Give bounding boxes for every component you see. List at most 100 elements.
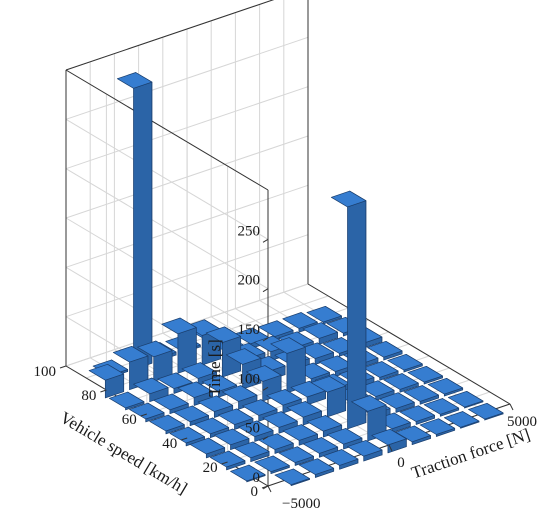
y-tick-label: 20 — [203, 460, 218, 476]
bar-top — [193, 417, 230, 435]
bar-top — [238, 420, 274, 437]
bar — [359, 380, 395, 401]
bar-top — [447, 390, 484, 408]
bar — [129, 402, 165, 423]
bar-top — [282, 424, 318, 441]
bar — [443, 411, 480, 429]
bar-top — [189, 437, 226, 455]
y-tick-mark — [100, 389, 107, 393]
bar — [298, 458, 335, 478]
bar-top — [282, 312, 318, 329]
bar — [407, 365, 443, 385]
bar-top — [213, 428, 250, 446]
bar-front — [347, 200, 367, 430]
bar — [270, 337, 306, 394]
bar-top — [225, 348, 262, 365]
bar — [149, 414, 185, 435]
bar-top — [234, 441, 270, 459]
bar-top — [423, 398, 460, 415]
bar-top — [116, 72, 153, 89]
bar — [302, 322, 338, 345]
bar-top — [149, 414, 185, 432]
grid-line — [65, 217, 269, 339]
bar-top — [302, 322, 338, 339]
z-tick-label: 200 — [238, 273, 261, 289]
bar — [371, 428, 407, 454]
z-tick-mark — [262, 386, 269, 391]
bar — [290, 380, 326, 406]
bar-top — [290, 380, 326, 398]
bar — [258, 433, 294, 454]
bar-top — [419, 418, 456, 435]
tick-labels: 0 50 100 150 200 250 0 20 40 60 80 100 −5000 0 5000 — [34, 223, 538, 512]
bar-top — [351, 395, 387, 412]
z-tick-label: 250 — [238, 223, 261, 239]
bar — [468, 402, 504, 421]
x-tick-label: 0 — [397, 455, 405, 471]
bar — [221, 385, 258, 410]
z-tick-label: 100 — [238, 371, 261, 387]
z-tick-mark — [262, 337, 269, 342]
y-tick-label: 100 — [34, 364, 57, 380]
y-tick-mark — [181, 437, 188, 441]
bar-top — [278, 446, 314, 463]
bar-top — [310, 376, 347, 393]
bars — [88, 72, 504, 487]
bar-top — [363, 361, 399, 378]
bar-top — [383, 373, 419, 390]
bar-top — [173, 405, 209, 423]
bar-top — [367, 340, 403, 358]
bar — [326, 428, 363, 450]
x-tick-mark — [388, 444, 393, 452]
bar — [153, 393, 189, 415]
y-tick-mark — [261, 485, 269, 489]
bar-top — [326, 428, 363, 445]
bar-top — [379, 392, 415, 409]
bar-top — [371, 428, 407, 446]
bar-top — [403, 385, 439, 402]
y-tick-mark — [140, 413, 147, 417]
bar-top — [306, 305, 342, 323]
x-tick-mark — [267, 485, 272, 493]
bar-top — [230, 464, 266, 482]
bar — [173, 405, 209, 427]
bar — [387, 353, 423, 373]
bar-top — [468, 402, 504, 420]
bar — [302, 437, 339, 458]
bar-top — [242, 399, 278, 416]
bar — [383, 373, 419, 393]
bar — [169, 426, 205, 447]
bar-top — [108, 391, 145, 409]
bar-top — [274, 468, 310, 486]
y-tick-label: 60 — [122, 412, 137, 428]
z-tick-label: 150 — [238, 322, 261, 338]
bar — [427, 377, 464, 397]
grid-line — [65, 168, 269, 290]
bar-top — [201, 375, 238, 392]
bar — [379, 392, 415, 413]
bar-top — [197, 395, 234, 412]
z-tick-label: 0 — [253, 470, 261, 486]
bar — [189, 437, 226, 459]
bar — [447, 390, 484, 409]
bar-top — [347, 440, 383, 457]
x-tick-label: −5000 — [282, 496, 320, 512]
bar-top — [387, 353, 423, 371]
y-tick-label: 80 — [81, 388, 96, 404]
bar — [322, 449, 359, 470]
y-tick-label: 40 — [162, 436, 177, 452]
axis-edge — [307, 283, 511, 405]
bar — [246, 365, 282, 402]
bar-top — [205, 326, 242, 343]
bar — [274, 468, 310, 487]
z-tick-mark — [262, 288, 269, 293]
bar — [403, 385, 439, 405]
bar — [108, 391, 145, 411]
bar-top — [88, 363, 125, 381]
bar-top — [395, 425, 431, 443]
grid-line — [65, 118, 269, 240]
bar-top — [161, 317, 197, 335]
axis-edge — [65, 69, 269, 191]
bar — [367, 340, 403, 361]
